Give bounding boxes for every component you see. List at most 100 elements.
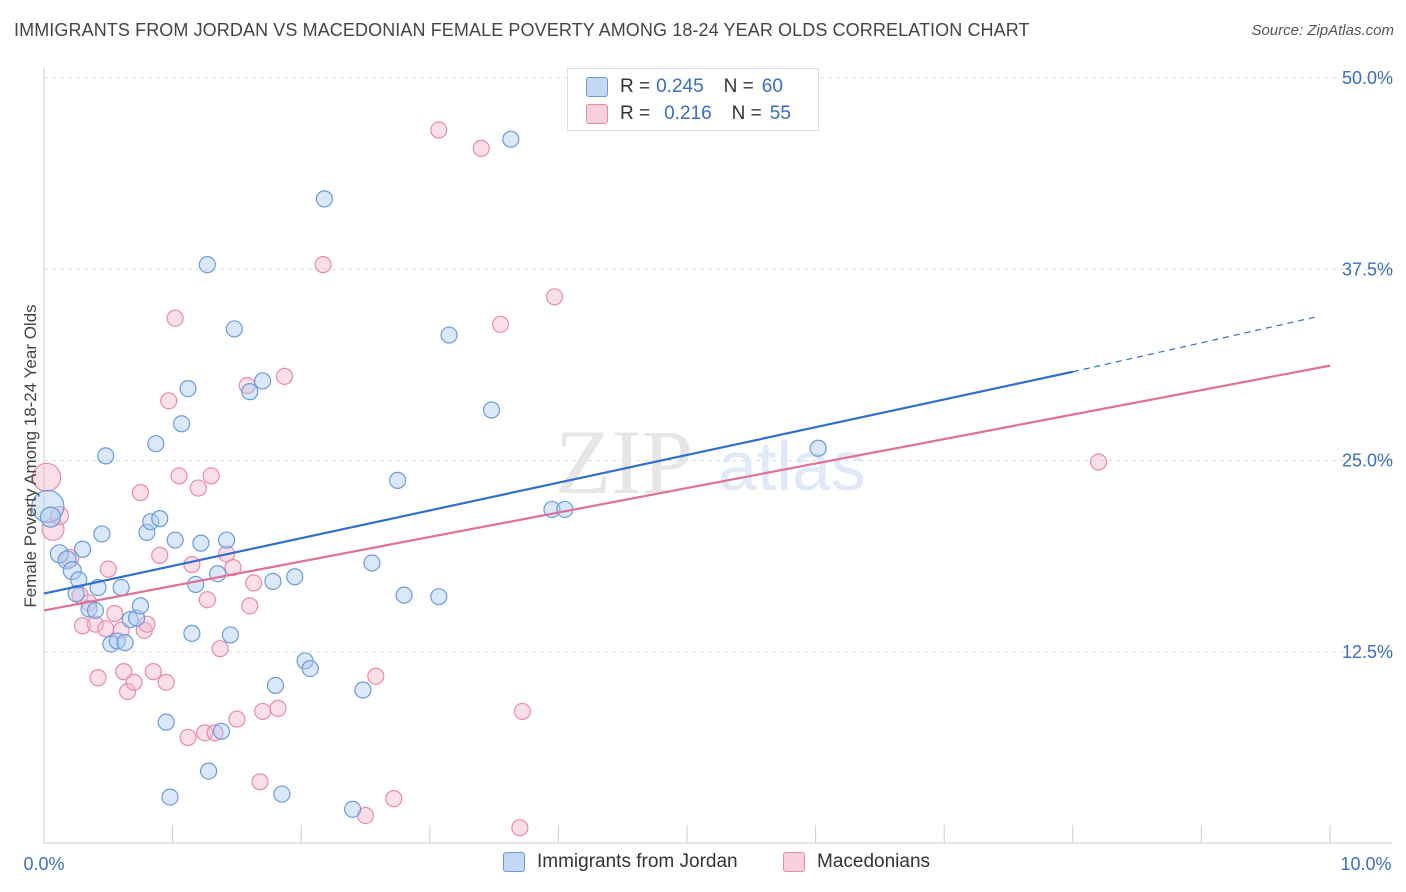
- macedonian-point: [151, 546, 169, 564]
- jordan-trend-line: [43, 370, 1074, 595]
- jordan-point: [225, 320, 243, 338]
- macedonian-point: [430, 121, 448, 139]
- jordan-point: [166, 531, 184, 549]
- macedonian-point: [86, 615, 105, 633]
- macedonian-point: [367, 667, 385, 685]
- y-tick-label: 25.0%: [1342, 451, 1393, 471]
- macedonian-point: [202, 467, 220, 485]
- jordan-point: [183, 624, 201, 642]
- macedonian-point: [179, 728, 197, 747]
- macedonian-point: [251, 773, 269, 791]
- jordan-point: [121, 611, 139, 629]
- jordan-point: [138, 523, 156, 542]
- jordan-point: [116, 633, 134, 652]
- jordan-point: [301, 659, 319, 678]
- jordan-point: [97, 447, 115, 465]
- watermark-atlas: atlas: [718, 427, 866, 505]
- macedonian-point: [160, 392, 178, 410]
- series-jordan: [31, 130, 827, 818]
- legend-n-value: 60: [761, 76, 783, 97]
- legend-n-label: N =: [723, 76, 754, 97]
- y-tick-label: 37.5%: [1342, 259, 1393, 279]
- legend-item-macedonians: Macedonians: [783, 851, 930, 873]
- legend-label-jordan: Immigrants from Jordan: [537, 851, 738, 872]
- jordan-point: [173, 415, 191, 433]
- macedonian-point: [106, 604, 124, 623]
- macedonian-point: [118, 682, 137, 701]
- jordan-point: [344, 800, 362, 818]
- jordan-point: [157, 713, 175, 731]
- jordan-point: [161, 788, 179, 806]
- jordan-point: [147, 435, 165, 453]
- macedonian-point: [183, 555, 201, 574]
- jordan-point: [241, 383, 259, 401]
- jordan-point: [93, 525, 111, 543]
- macedonian-point: [241, 597, 259, 615]
- series-legend: Immigrants from Jordan Macedonians: [0, 851, 1406, 877]
- jordan-point: [273, 785, 291, 803]
- legend-item-jordan: Immigrants from Jordan: [503, 851, 738, 873]
- macedonian-point: [144, 663, 162, 681]
- legend-row-macedonians: R = 0.216 N = 55: [586, 102, 791, 126]
- macedonian-point: [224, 558, 242, 577]
- axis-labels: 12.5% 25.0% 37.5% 50.0% 0.0% 10.0% Female Pove…: [21, 68, 1393, 874]
- jordan-point: [200, 762, 218, 780]
- y-axis-label: Female Poverty Among 18-24 Year Olds: [21, 304, 40, 607]
- legend-row-jordan: R = 0.245 N = 60: [586, 75, 783, 99]
- macedonian-point: [97, 620, 115, 638]
- jordan-point: [39, 506, 62, 528]
- x-tick-label: 10.0%: [1340, 854, 1391, 874]
- jordan-point: [363, 554, 381, 572]
- macedonian-point: [1089, 453, 1108, 471]
- jordan-point: [254, 372, 272, 390]
- jordan-point: [187, 575, 205, 594]
- axes: [43, 68, 1392, 844]
- macedonian-point: [189, 479, 207, 497]
- macedonian-point: [73, 617, 92, 635]
- legend-r-label: R =: [620, 103, 651, 124]
- jordan-point: [151, 510, 169, 528]
- source-label: Source: ZipAtlas.com: [1251, 22, 1394, 39]
- jordan-point: [266, 676, 285, 695]
- jordan-point: [212, 722, 231, 740]
- legend-swatch-pink: [586, 104, 608, 124]
- macedonian-point: [125, 673, 143, 691]
- chart-title: IMMIGRANTS FROM JORDAN VS MACEDONIAN FEM…: [14, 20, 1030, 40]
- macedonian-point: [49, 505, 70, 526]
- macedonian-point: [89, 669, 107, 687]
- legend-r-value: 0.245: [656, 76, 704, 97]
- jordan-point: [73, 540, 92, 558]
- watermark-zip: ZIP: [555, 411, 693, 513]
- jordan-point: [131, 597, 150, 615]
- macedonian-point: [99, 560, 117, 578]
- macedonian-point: [206, 724, 224, 742]
- jordan-point: [179, 379, 197, 398]
- jordan-point: [389, 471, 407, 489]
- legend-swatch-blue: [586, 77, 608, 97]
- macedonian-point: [131, 484, 150, 502]
- macedonian-point: [513, 702, 531, 721]
- legend-swatch-blue: [503, 852, 525, 872]
- jordan-point: [57, 550, 77, 570]
- jordan-point: [192, 534, 210, 552]
- macedonian-point: [157, 673, 175, 691]
- macedonian-point: [491, 315, 510, 333]
- jordan-point: [440, 326, 458, 344]
- macedonian-point: [254, 702, 272, 721]
- trend-lines: [43, 316, 1331, 612]
- macedonian-point: [385, 790, 403, 808]
- jordan-point: [286, 568, 304, 586]
- macedonian-point: [314, 256, 332, 274]
- macedonian-point: [166, 309, 184, 327]
- jordan-point: [430, 588, 448, 606]
- grid: [44, 77, 1392, 653]
- jordan-point: [218, 531, 236, 549]
- jordan-point: [264, 572, 282, 590]
- macedonian-trend-line: [43, 364, 1331, 612]
- jordan-trend-extension: [1072, 316, 1318, 373]
- jordan-point: [482, 401, 501, 419]
- jordan-point: [395, 586, 413, 604]
- legend-r-label: R =: [620, 76, 651, 97]
- jordan-point: [221, 626, 240, 644]
